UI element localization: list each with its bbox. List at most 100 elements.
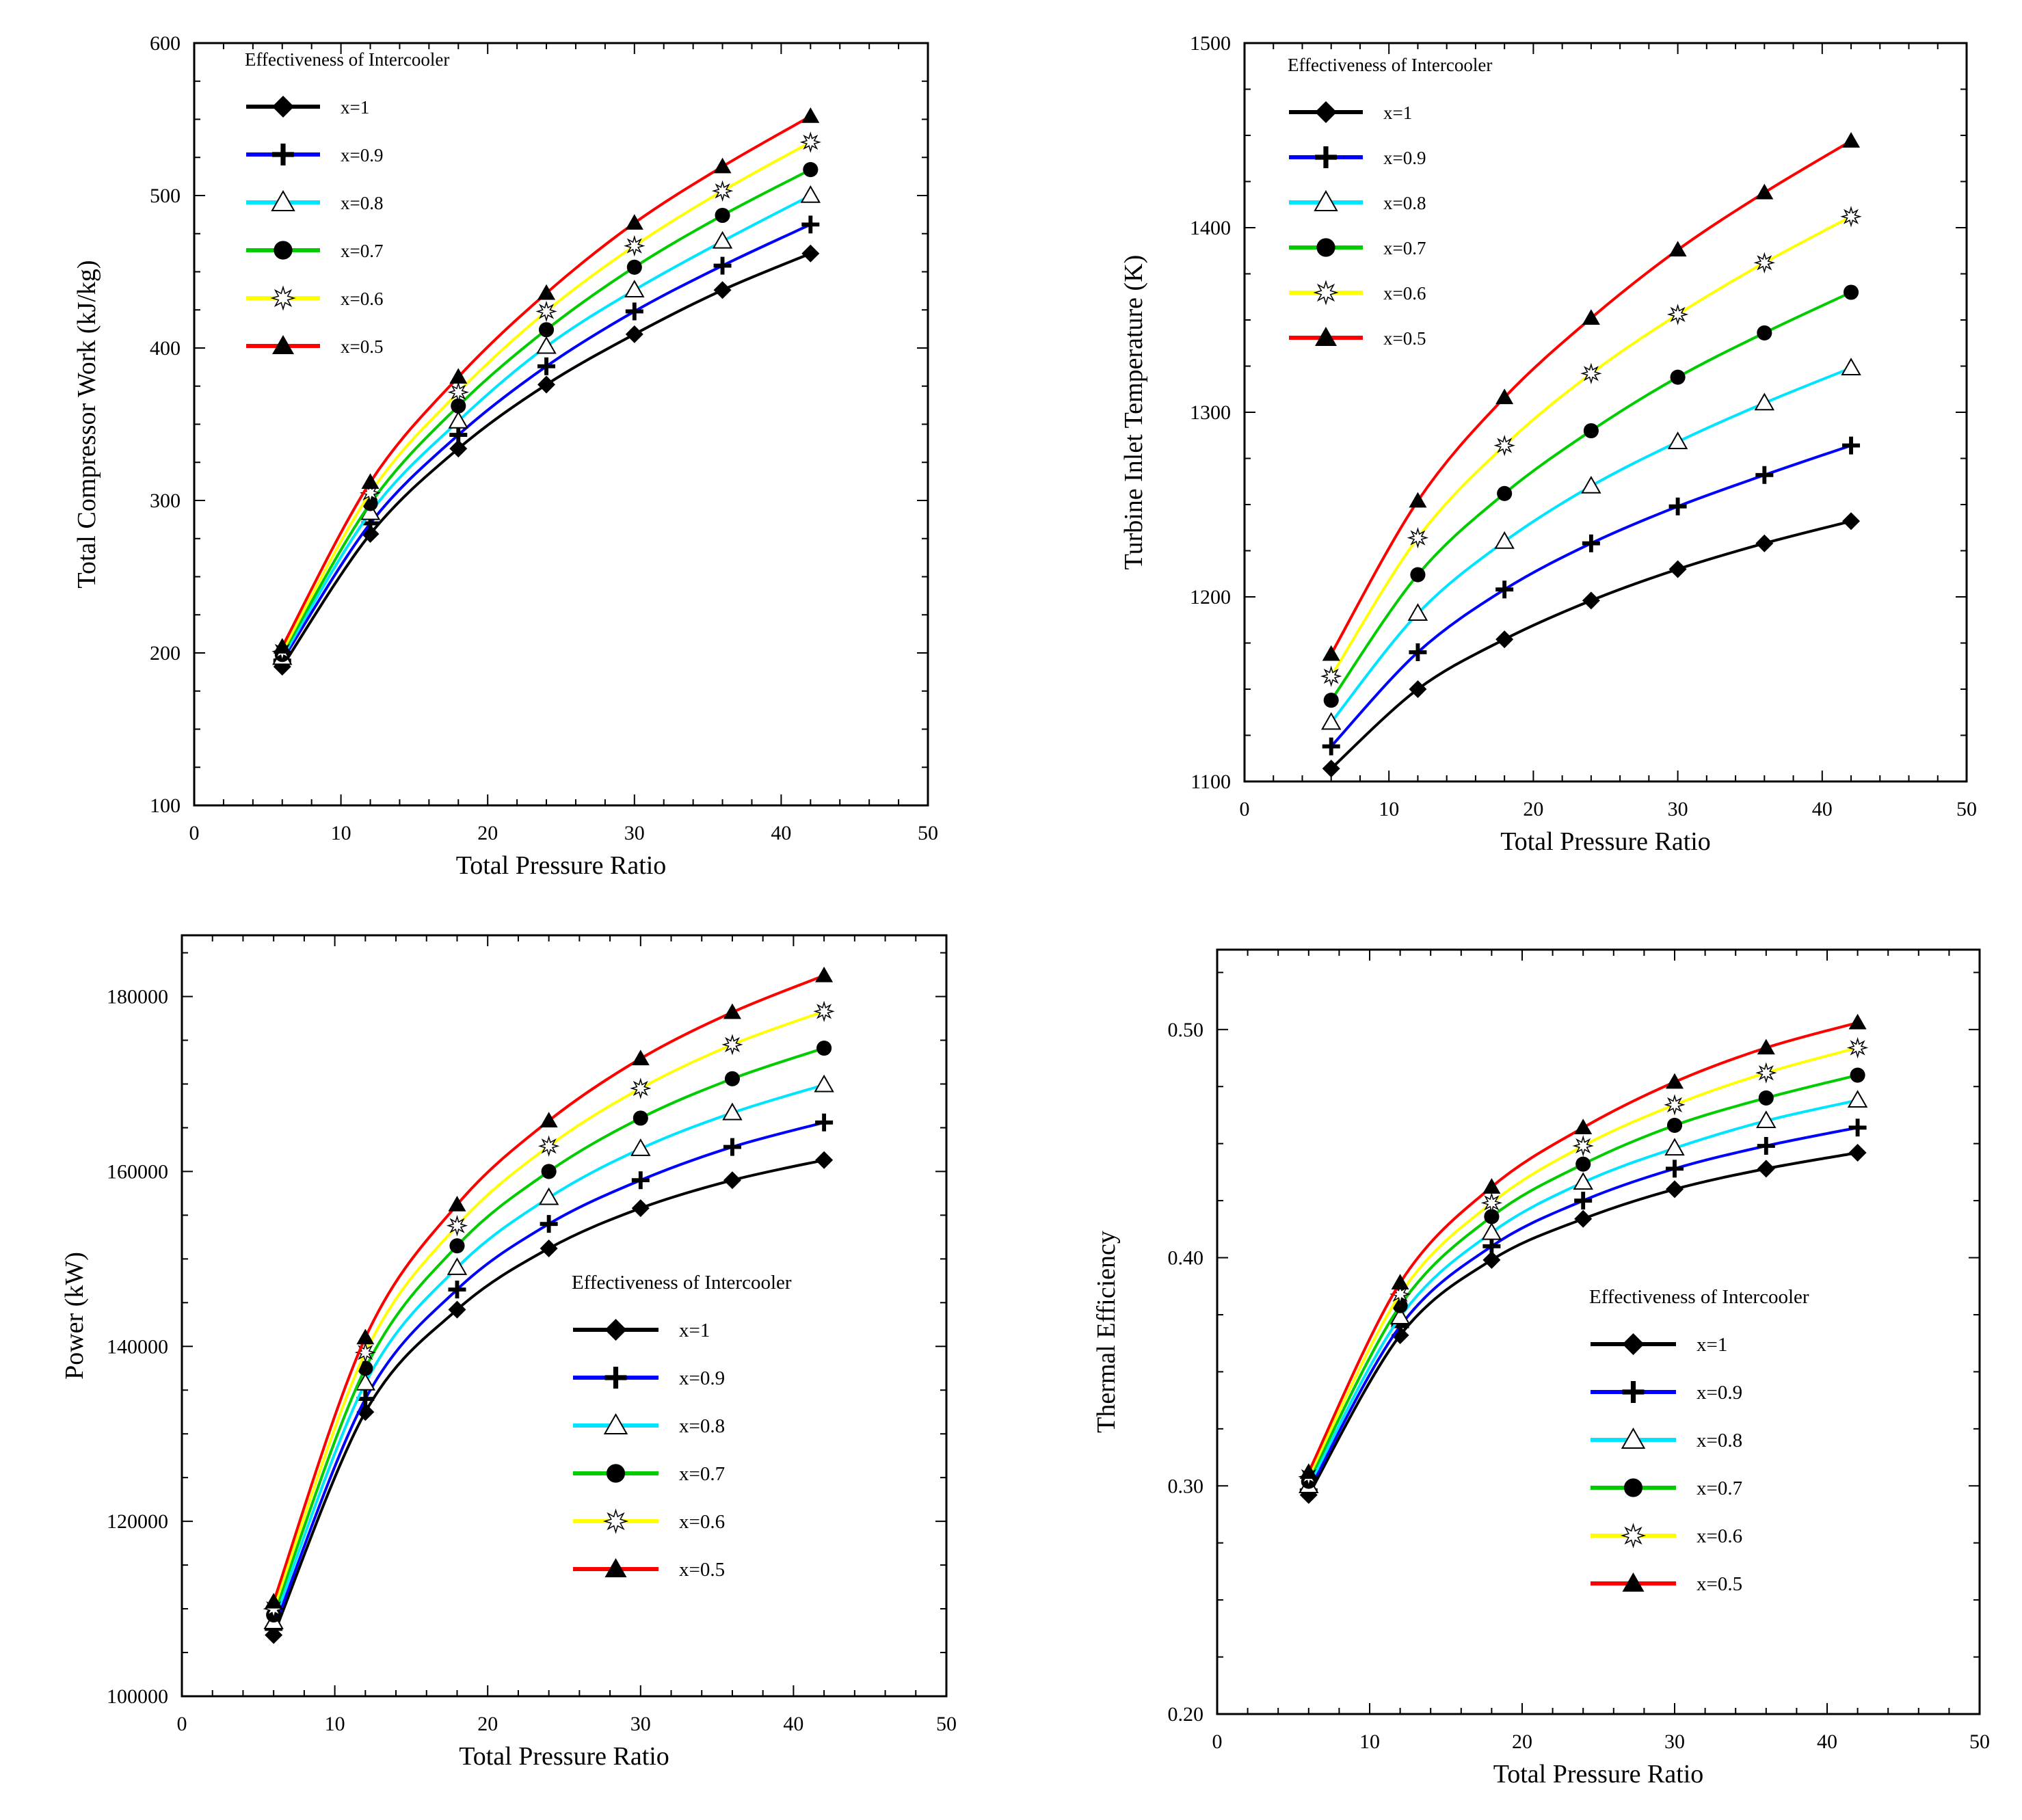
- data-point: [801, 107, 820, 123]
- data-point: [1320, 712, 1342, 730]
- y-axis-title: Power (kW): [60, 1252, 89, 1380]
- data-point: [1755, 534, 1774, 552]
- legend-label: x=0.9: [341, 145, 383, 165]
- data-point: [1754, 392, 1775, 411]
- legend-entry: x=0.5: [1289, 327, 1426, 349]
- x-tick-label: 40: [1812, 798, 1833, 820]
- data-point: [1482, 1237, 1501, 1255]
- plot-frame: [1216, 948, 1981, 1715]
- y-tick-label: 1500: [1190, 32, 1231, 55]
- data-point: [630, 1078, 652, 1099]
- data-point: [1574, 1192, 1593, 1210]
- series-x=0.8: [1299, 1090, 1868, 1494]
- data-point: [449, 440, 468, 458]
- data-point: [1667, 431, 1688, 449]
- legend-label: x=0.8: [679, 1415, 725, 1437]
- data-point: [1495, 580, 1514, 599]
- data-point: [1320, 665, 1342, 687]
- data-point: [1848, 1119, 1867, 1137]
- data-point: [631, 1171, 650, 1190]
- legend-marker: [1622, 1333, 1645, 1355]
- legend-title: Effectiveness of Intercooler: [1589, 1286, 1809, 1308]
- data-point: [1757, 1137, 1775, 1155]
- legend-label: x=0.8: [1697, 1430, 1742, 1451]
- legend-entry: x=1: [573, 1319, 710, 1341]
- data-point: [1582, 534, 1600, 552]
- data-point: [448, 411, 469, 429]
- data-point: [815, 1151, 834, 1169]
- data-point: [723, 1171, 741, 1190]
- x-tick-label: 30: [1668, 798, 1688, 820]
- series-x=0.7: [1323, 284, 1859, 708]
- chart-panel-bottom-left: 0 10 20 30 40 50 100000 120000 140000 160000 18000…: [60, 934, 957, 1771]
- legend-label: x=0.5: [679, 1559, 725, 1581]
- data-point: [449, 1238, 465, 1254]
- x-tick-label: 20: [477, 1713, 498, 1735]
- legend-marker: [1313, 280, 1339, 306]
- legend-marker: [604, 1319, 627, 1341]
- data-point: [1407, 603, 1428, 621]
- x-tick-label: 40: [771, 822, 791, 844]
- chart-panel-bottom-right: 0 10 20 30 40 50 0.20 0.30 0.40 0.50 Total Pressur…: [1092, 948, 1990, 1789]
- series-line: [272, 1121, 825, 1630]
- data-point: [1843, 284, 1859, 300]
- series-x=0.6: [1320, 206, 1862, 687]
- legend-entry: x=0.8: [573, 1413, 725, 1437]
- data-point: [1407, 526, 1429, 549]
- data-point: [1668, 560, 1687, 578]
- legend-label: x=0.5: [341, 336, 383, 357]
- data-point: [540, 1239, 558, 1257]
- data-point: [1389, 1307, 1411, 1325]
- legend-entry: x=0.8: [1591, 1427, 1742, 1451]
- legend-label: x=0.7: [341, 241, 383, 261]
- data-point: [1757, 1039, 1775, 1055]
- data-point: [625, 214, 643, 230]
- y-axis-title: Total Compressor Work (kJ/kg): [72, 260, 101, 588]
- data-point: [1664, 1138, 1685, 1156]
- data-point: [358, 1361, 373, 1376]
- legend-entry: x=0.6: [573, 1508, 725, 1534]
- legend-label: x=1: [341, 97, 369, 118]
- legend-label: x=0.9: [679, 1367, 725, 1389]
- data-point: [1484, 1209, 1500, 1225]
- legend-marker: [270, 285, 296, 311]
- legend-label: x=0.5: [1383, 328, 1426, 349]
- data-point: [1670, 369, 1686, 385]
- x-tick-label: 0: [189, 822, 200, 844]
- x-tick-label: 30: [624, 822, 645, 844]
- x-tick-label: 50: [1969, 1730, 1990, 1753]
- legend-entry: x=1: [1591, 1333, 1727, 1356]
- series-line: [272, 1158, 825, 1636]
- data-point: [721, 1034, 743, 1056]
- data-point: [540, 1112, 558, 1127]
- data-point: [448, 1300, 466, 1319]
- data-point: [1573, 1172, 1593, 1190]
- data-point: [448, 1281, 466, 1299]
- data-point: [713, 157, 732, 174]
- y-tick-label: 1300: [1190, 401, 1231, 424]
- data-point: [626, 259, 642, 275]
- data-point: [1581, 475, 1601, 494]
- series-x=0.6: [271, 131, 821, 663]
- data-point: [1494, 531, 1515, 549]
- data-point: [1668, 497, 1687, 516]
- data-point: [1582, 591, 1600, 610]
- legend-entry: x=0.8: [246, 189, 383, 213]
- series-line: [272, 1083, 825, 1622]
- data-point: [1322, 737, 1340, 755]
- series-x=0.7: [274, 162, 819, 663]
- legend-marker: [604, 1558, 627, 1577]
- x-tick-label: 10: [1359, 1730, 1380, 1753]
- series-x=0.5: [1322, 132, 1861, 661]
- legend-entry: x=0.9: [1289, 146, 1426, 168]
- legend-marker: [603, 1413, 628, 1434]
- legend-marker: [1315, 101, 1337, 123]
- data-point: [803, 162, 819, 178]
- legend-entry: x=0.9: [1591, 1381, 1742, 1404]
- y-tick-label: 160000: [107, 1160, 168, 1183]
- legend-marker: [272, 144, 294, 165]
- data-point: [355, 1372, 376, 1391]
- legend-label: x=1: [679, 1320, 710, 1341]
- legend-title: Effectiveness of Intercooler: [572, 1272, 792, 1294]
- legend-entry: x=0.5: [573, 1558, 725, 1581]
